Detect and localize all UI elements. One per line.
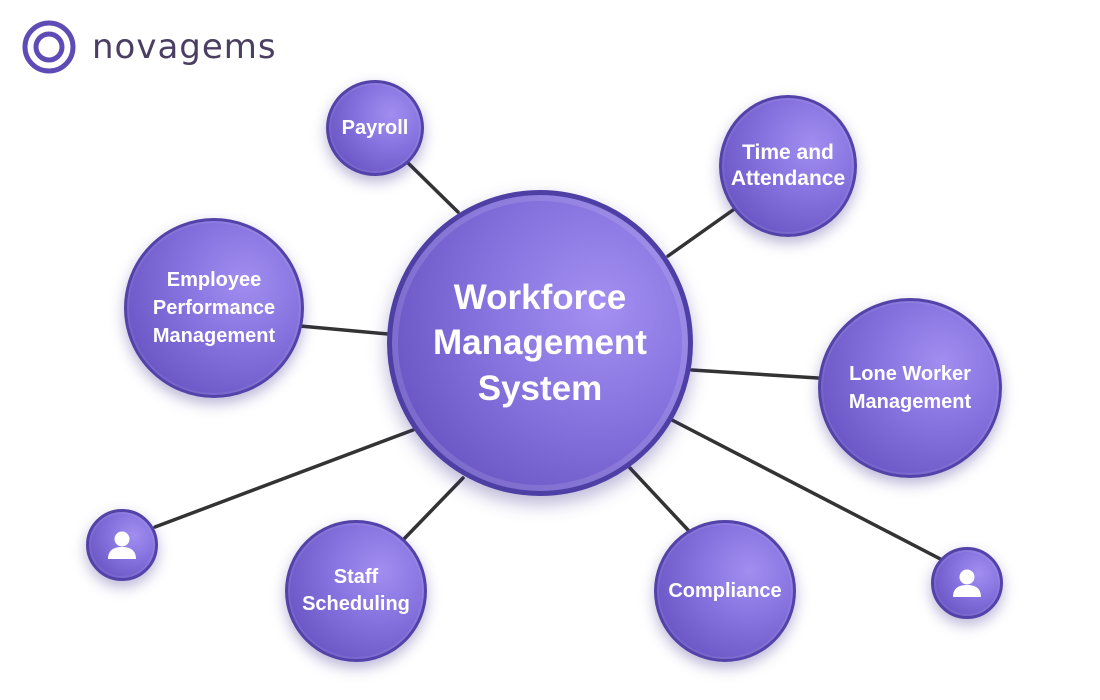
connector-payroll: [403, 158, 460, 214]
node-right-person: [931, 547, 1003, 619]
person-icon: [108, 531, 136, 559]
node-left-person: [86, 509, 158, 581]
node-time-and-attendance: Time and Attendance: [719, 95, 857, 237]
brand-logo: novagems: [20, 20, 277, 74]
node-staff-scheduling-label: Staff Scheduling: [302, 566, 410, 615]
node-staff-scheduling: Staff Scheduling: [285, 520, 427, 662]
connector-compliance: [628, 466, 690, 532]
node-lone-worker-management: Lone Worker Management: [818, 298, 1002, 478]
connector-right-person: [670, 418, 952, 566]
node-lone-worker-label: Lone Worker Management: [848, 363, 972, 413]
node-payroll: Payroll: [326, 80, 424, 176]
node-payroll-label: Payroll: [341, 116, 409, 139]
hub-node: Workforce Management System: [387, 190, 693, 496]
connector-time-attendance: [666, 208, 735, 258]
node-employee-performance-management: Employee Performance Management: [124, 218, 304, 398]
node-compliance: Compliance: [654, 520, 796, 662]
node-employee-performance-label: Employee Performance Management: [152, 269, 276, 347]
hub-label: Workforce Management System: [433, 277, 647, 408]
connector-left-person: [153, 428, 415, 529]
person-icon: [953, 569, 981, 597]
connector-staff-scheduling: [401, 476, 465, 542]
node-time-and-attendance-label: Time and Attendance: [730, 141, 846, 190]
brand-name: novagems: [92, 27, 277, 67]
double-ring-logo-icon: [22, 20, 76, 74]
connector-lone-worker: [690, 368, 820, 380]
node-compliance-label: Compliance: [668, 579, 782, 602]
connector-employee-performance: [298, 324, 390, 336]
